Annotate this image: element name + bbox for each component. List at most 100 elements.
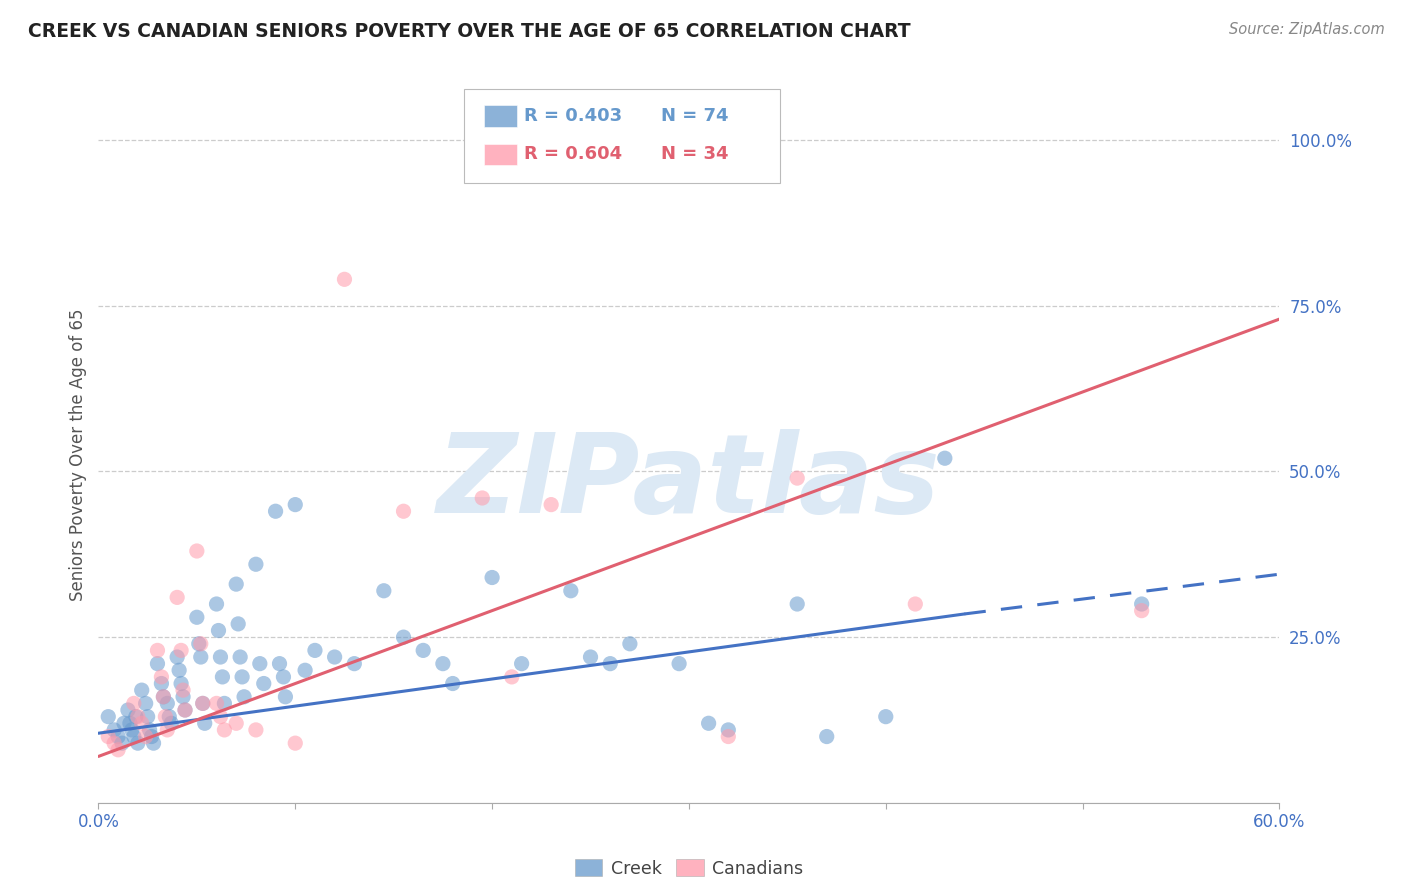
Point (205, 597, 228, 611)
Point (150, 676, 173, 690)
Point (156, 697, 179, 711)
Point (815, 730, 838, 744)
Point (717, 730, 740, 744)
Point (510, 657, 533, 671)
Point (225, 716, 247, 731)
Point (194, 716, 217, 731)
Point (111, 736, 134, 750)
Point (174, 703, 197, 717)
Point (127, 736, 149, 750)
Point (97, 709, 120, 723)
Point (1130, 597, 1153, 611)
Point (323, 650, 346, 665)
Point (186, 610, 208, 624)
Point (214, 723, 236, 737)
Point (170, 676, 193, 690)
Point (152, 690, 174, 704)
Point (156, 723, 179, 737)
Point (97, 730, 120, 744)
Point (697, 716, 720, 731)
Point (205, 697, 228, 711)
Point (167, 663, 190, 677)
Point (146, 643, 169, 657)
Point (209, 650, 232, 665)
Point (579, 650, 602, 665)
Point (172, 683, 194, 698)
Point (103, 723, 125, 737)
Point (619, 637, 641, 651)
Point (294, 663, 316, 677)
Point (481, 570, 503, 584)
Point (392, 630, 415, 644)
Point (786, 471, 808, 485)
Point (170, 643, 193, 657)
Point (392, 504, 415, 518)
Point (207, 624, 229, 638)
Point (284, 736, 307, 750)
Text: CREEK VS CANADIAN SENIORS POVERTY OVER THE AGE OF 65 CORRELATION CHART: CREEK VS CANADIAN SENIORS POVERTY OVER T… (28, 22, 911, 41)
Text: Source: ZipAtlas.com: Source: ZipAtlas.com (1229, 22, 1385, 37)
Point (127, 709, 149, 723)
Point (174, 703, 197, 717)
Point (786, 597, 808, 611)
Point (373, 583, 395, 598)
Legend: Creek, Canadians: Creek, Canadians (568, 853, 810, 885)
Text: N = 74: N = 74 (661, 107, 728, 125)
Point (135, 697, 157, 711)
Point (253, 676, 276, 690)
Point (152, 690, 174, 704)
Point (274, 690, 297, 704)
Point (304, 643, 326, 657)
Point (249, 657, 271, 671)
Point (209, 709, 232, 723)
Point (229, 650, 252, 665)
Point (157, 709, 180, 723)
Point (117, 703, 139, 717)
Point (138, 723, 160, 737)
Point (343, 657, 366, 671)
Point (160, 716, 183, 731)
Point (172, 690, 194, 704)
Point (1130, 604, 1153, 618)
Point (146, 657, 169, 671)
Point (135, 730, 157, 744)
Point (107, 730, 129, 744)
Point (668, 657, 690, 671)
Point (333, 272, 356, 286)
Point (233, 690, 256, 704)
Point (284, 498, 307, 512)
Point (471, 491, 494, 505)
Point (231, 670, 253, 684)
Point (432, 657, 454, 671)
Point (155, 709, 177, 723)
Point (264, 504, 287, 518)
Point (141, 730, 163, 744)
Point (875, 709, 897, 723)
Point (150, 670, 173, 684)
Point (226, 616, 249, 631)
Point (166, 650, 188, 665)
Point (225, 577, 247, 591)
Point (211, 670, 233, 684)
Point (122, 697, 145, 711)
Text: R = 0.403: R = 0.403 (524, 107, 623, 125)
Point (214, 697, 236, 711)
Point (136, 709, 159, 723)
Point (118, 716, 141, 731)
Text: R = 0.604: R = 0.604 (524, 145, 623, 163)
Point (599, 657, 621, 671)
Point (142, 736, 165, 750)
Point (717, 723, 740, 737)
Point (269, 657, 291, 671)
Point (187, 637, 209, 651)
Point (190, 637, 212, 651)
Point (501, 670, 523, 684)
Point (112, 716, 135, 731)
Point (107, 743, 129, 757)
Point (131, 716, 153, 731)
Point (904, 597, 927, 611)
Point (245, 723, 267, 737)
Point (441, 676, 464, 690)
Point (191, 697, 214, 711)
Point (122, 730, 145, 744)
